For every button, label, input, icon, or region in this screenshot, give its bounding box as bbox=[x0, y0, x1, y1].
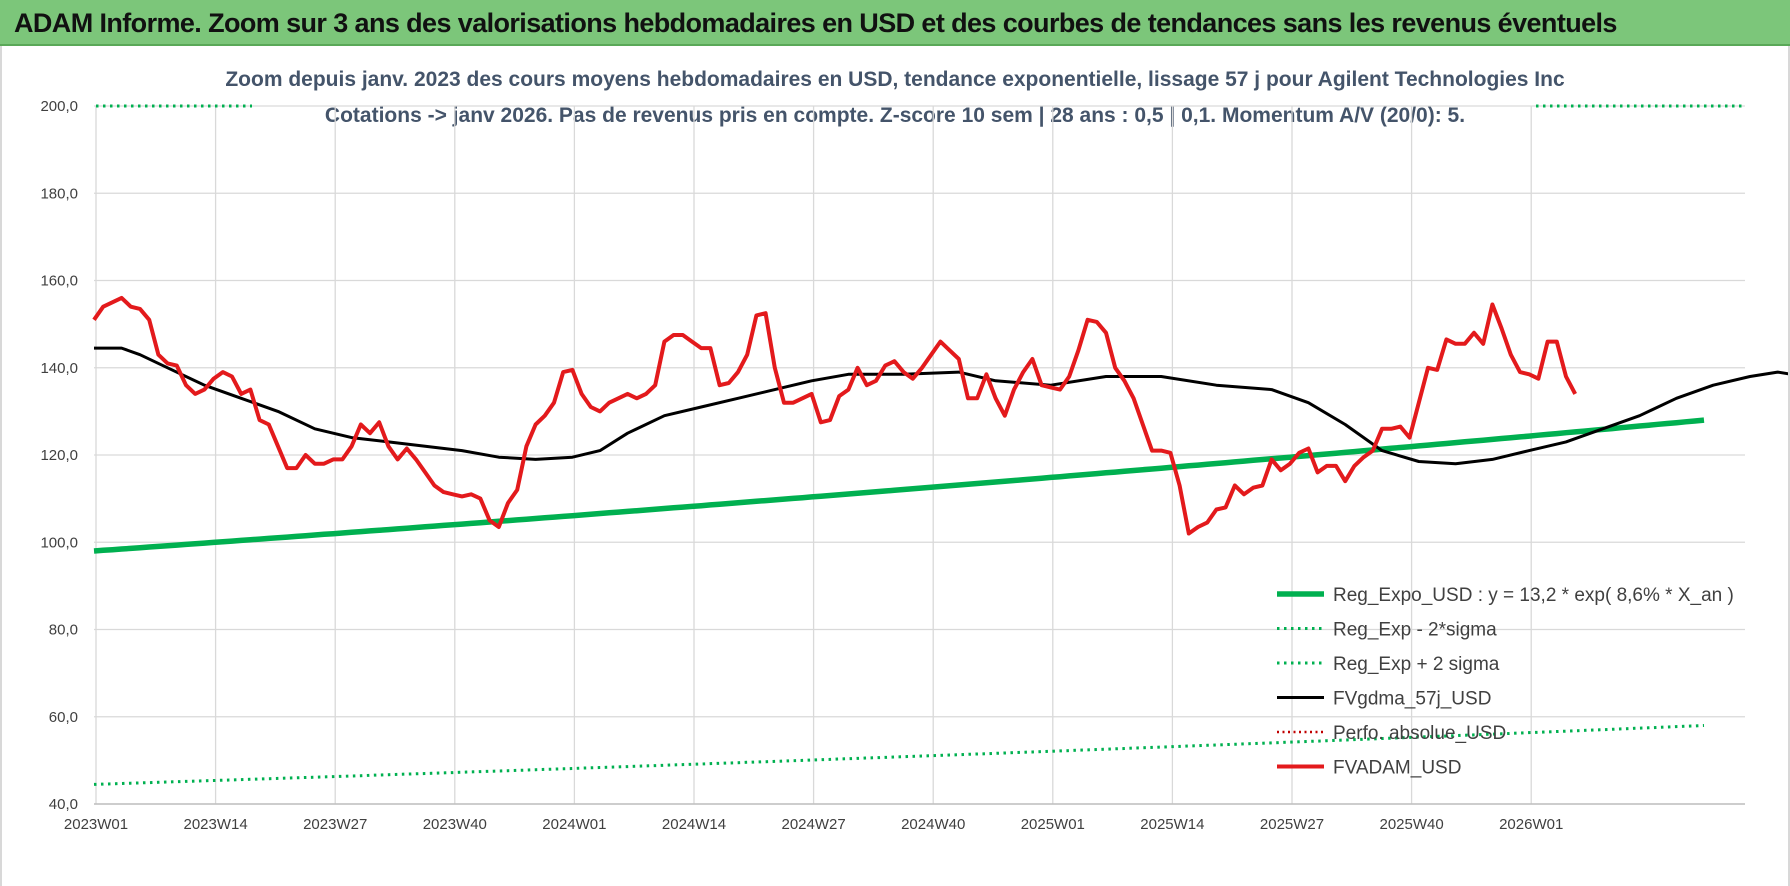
y-axis-ticks: 40,0 60,0 80,0 100,0 120,0 140,0 160,0 180,0 200… bbox=[40, 98, 78, 813]
x-tick-label: 2023W14 bbox=[183, 816, 247, 833]
y-tick-label: 40,0 bbox=[49, 796, 78, 813]
data-series bbox=[92, 104, 1788, 786]
legend-label: FVgdma_57j_USD bbox=[1333, 689, 1491, 710]
x-tick-label: 2025W01 bbox=[1021, 816, 1085, 833]
y-tick-label: 200,0 bbox=[40, 98, 78, 115]
x-tick-label: 2025W14 bbox=[1140, 816, 1204, 833]
gridlines bbox=[94, 105, 1745, 805]
chart-area: Zoom depuis janv. 2023 des cours moyens … bbox=[40, 68, 1788, 833]
x-tick-label: 2026W01 bbox=[1499, 816, 1563, 833]
y-tick-label: 140,0 bbox=[40, 360, 78, 377]
x-tick-label: 2023W01 bbox=[64, 816, 128, 833]
chart-title: Zoom depuis janv. 2023 des cours moyens … bbox=[225, 68, 1565, 91]
x-tick-label: 2024W14 bbox=[662, 816, 726, 833]
report-banner: ADAM Informe. Zoom sur 3 ans des valoris… bbox=[0, 0, 1790, 46]
legend-label: FVADAM_USD bbox=[1333, 758, 1461, 779]
x-tick-label: 2025W40 bbox=[1379, 816, 1443, 833]
x-tick-label: 2023W27 bbox=[303, 816, 367, 833]
chart-frame: Zoom depuis janv. 2023 des cours moyens … bbox=[0, 46, 1790, 886]
x-tick-label: 2024W27 bbox=[781, 816, 845, 833]
y-tick-label: 60,0 bbox=[49, 709, 78, 726]
x-tick-label: 2024W40 bbox=[901, 816, 965, 833]
chart-subtitle: Cotations -> janv 2026. Pas de revenus p… bbox=[325, 104, 1465, 127]
x-tick-label: 2025W27 bbox=[1260, 816, 1324, 833]
report-title: ADAM Informe. Zoom sur 3 ans des valoris… bbox=[14, 8, 1617, 38]
series-reg-exp-minus-2-sigma bbox=[93, 724, 1705, 786]
legend: Reg_Expo_USD : y = 13,2 * exp( 8,6% * X_… bbox=[1277, 585, 1734, 779]
series-fvgdma-57j-usd bbox=[94, 346, 1788, 466]
x-tick-label: 2023W40 bbox=[423, 816, 487, 833]
y-tick-label: 80,0 bbox=[49, 622, 78, 639]
x-axis-ticks: 2023W01 2023W14 2023W27 2023W40 2024W01 2024W… bbox=[64, 816, 1563, 833]
y-tick-label: 100,0 bbox=[40, 534, 78, 551]
legend-label: Reg_Expo_USD : y = 13,2 * exp( 8,6% * X_… bbox=[1333, 585, 1734, 606]
y-tick-label: 160,0 bbox=[40, 273, 78, 290]
legend-label: Reg_Exp + 2 sigma bbox=[1333, 654, 1500, 675]
x-tick-label: 2024W01 bbox=[542, 816, 606, 833]
legend-label: Reg_Exp - 2*sigma bbox=[1333, 620, 1497, 641]
series-fvadam-usd bbox=[92, 295, 1577, 536]
legend-label: Perfo. absolue_USD bbox=[1333, 723, 1506, 744]
y-tick-label: 180,0 bbox=[40, 185, 78, 202]
y-tick-label: 120,0 bbox=[40, 447, 78, 464]
series-reg-expo-usd bbox=[93, 417, 1705, 554]
